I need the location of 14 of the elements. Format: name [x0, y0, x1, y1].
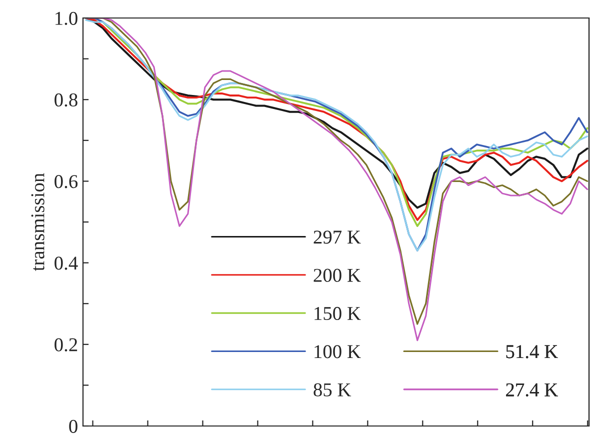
- legend-label: 150 K: [314, 306, 361, 320]
- y-tick-label: 0.4: [54, 256, 78, 270]
- legend-label: 27.4 K: [506, 383, 558, 396]
- y-tick-label: 0.8: [54, 93, 78, 107]
- legend-label: 85 K: [314, 383, 352, 396]
- legend-label: 51.4 K: [506, 345, 558, 358]
- legend-label: 200 K: [314, 268, 361, 282]
- y-tick-label: 0.2: [54, 338, 78, 352]
- legend-label: 297 K: [314, 230, 361, 244]
- y-tick-label: 1.0: [56, 12, 78, 26]
- legend-label: 100 K: [314, 345, 361, 358]
- y-tick-label: 0: [69, 420, 78, 433]
- y-tick-label: 0.6: [54, 175, 78, 188]
- y-axis-title: transmission: [31, 173, 44, 271]
